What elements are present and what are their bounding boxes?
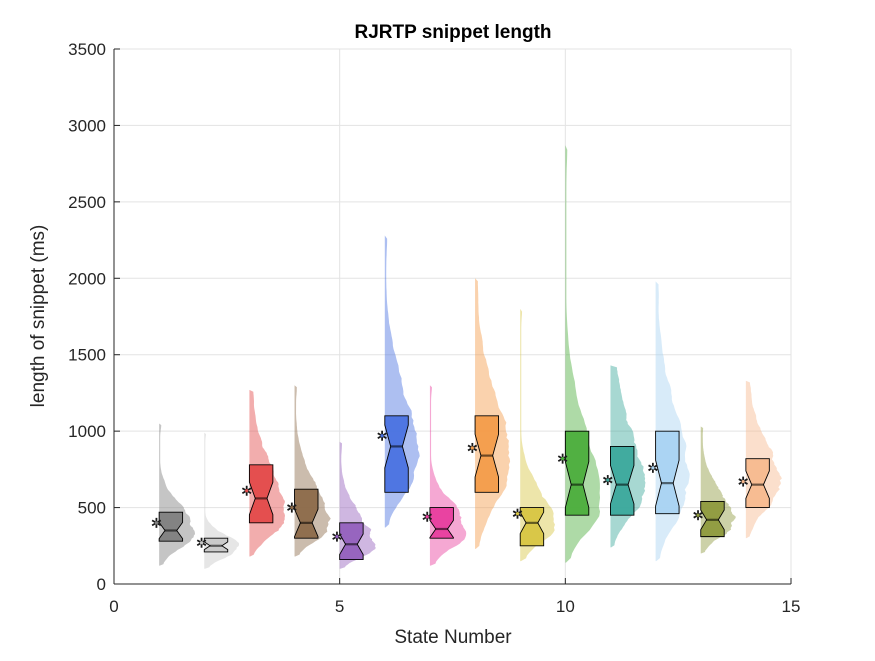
mean-marker-center (154, 521, 159, 525)
mean-marker (196, 537, 207, 548)
mean-marker (467, 442, 478, 453)
box-layer (151, 415, 770, 560)
chart-title: RJRTP snippet length (354, 22, 551, 43)
mean-marker-center (470, 446, 474, 450)
box-body (564, 430, 590, 516)
mean-marker (512, 508, 523, 519)
violin-cloud (520, 308, 555, 562)
box-body (384, 415, 409, 493)
y-tick-label: 2000 (68, 269, 106, 288)
mean-marker (602, 475, 613, 486)
box-body (294, 488, 319, 539)
y-tick-label: 1000 (68, 422, 106, 441)
plot-background (114, 49, 791, 584)
x-tick-label: 10 (556, 597, 575, 616)
mean-marker (738, 476, 748, 487)
x-axis-label: State Number (394, 627, 512, 648)
mean-marker (332, 531, 342, 542)
mean-marker-center (696, 513, 700, 517)
y-tick-label: 2500 (68, 193, 106, 212)
mean-marker (693, 510, 703, 521)
box-body (158, 511, 184, 542)
violin-cloud (204, 432, 240, 569)
mean-marker (241, 485, 252, 496)
mean-marker-center (290, 505, 294, 510)
y-tick-label: 0 (97, 575, 106, 594)
x-tick-label: 5 (335, 597, 344, 616)
mean-marker-center (380, 434, 384, 438)
y-axis-label: length of snippet (ms) (28, 225, 49, 408)
mean-marker (151, 517, 162, 528)
box-body (519, 507, 545, 547)
mean-marker-center (335, 535, 339, 539)
box-body (655, 430, 680, 515)
y-tick-label: 3000 (68, 116, 106, 135)
mean-marker (287, 502, 297, 513)
box-body (248, 464, 274, 524)
mean-marker (377, 430, 387, 441)
box-body (429, 507, 454, 539)
box-body (474, 415, 499, 493)
mean-marker-center (561, 457, 565, 461)
grid-layer (113, 48, 792, 585)
x-tick-label: 0 (109, 597, 118, 616)
axes-layer: 0 5 10 15 0 500 1000 1500 2000 2500 3000 3500 (68, 40, 800, 616)
y-tick-label: 1500 (68, 346, 106, 365)
box-body (610, 445, 635, 516)
mean-marker-center (245, 489, 249, 493)
y-tick-label: 500 (78, 499, 106, 518)
y-tick-label: 3500 (68, 40, 106, 59)
mean-marker (648, 462, 658, 473)
box-body (339, 522, 364, 560)
mean-marker-center (606, 478, 610, 482)
mean-marker (557, 453, 568, 464)
mean-marker-center (425, 515, 429, 519)
mean-marker (422, 511, 433, 522)
x-tick-label: 15 (782, 597, 801, 616)
box-body (745, 458, 770, 509)
mean-marker-center (741, 479, 745, 484)
mean-marker-center (199, 541, 204, 545)
mean-marker-center (651, 466, 655, 470)
mean-marker-center (515, 512, 520, 516)
